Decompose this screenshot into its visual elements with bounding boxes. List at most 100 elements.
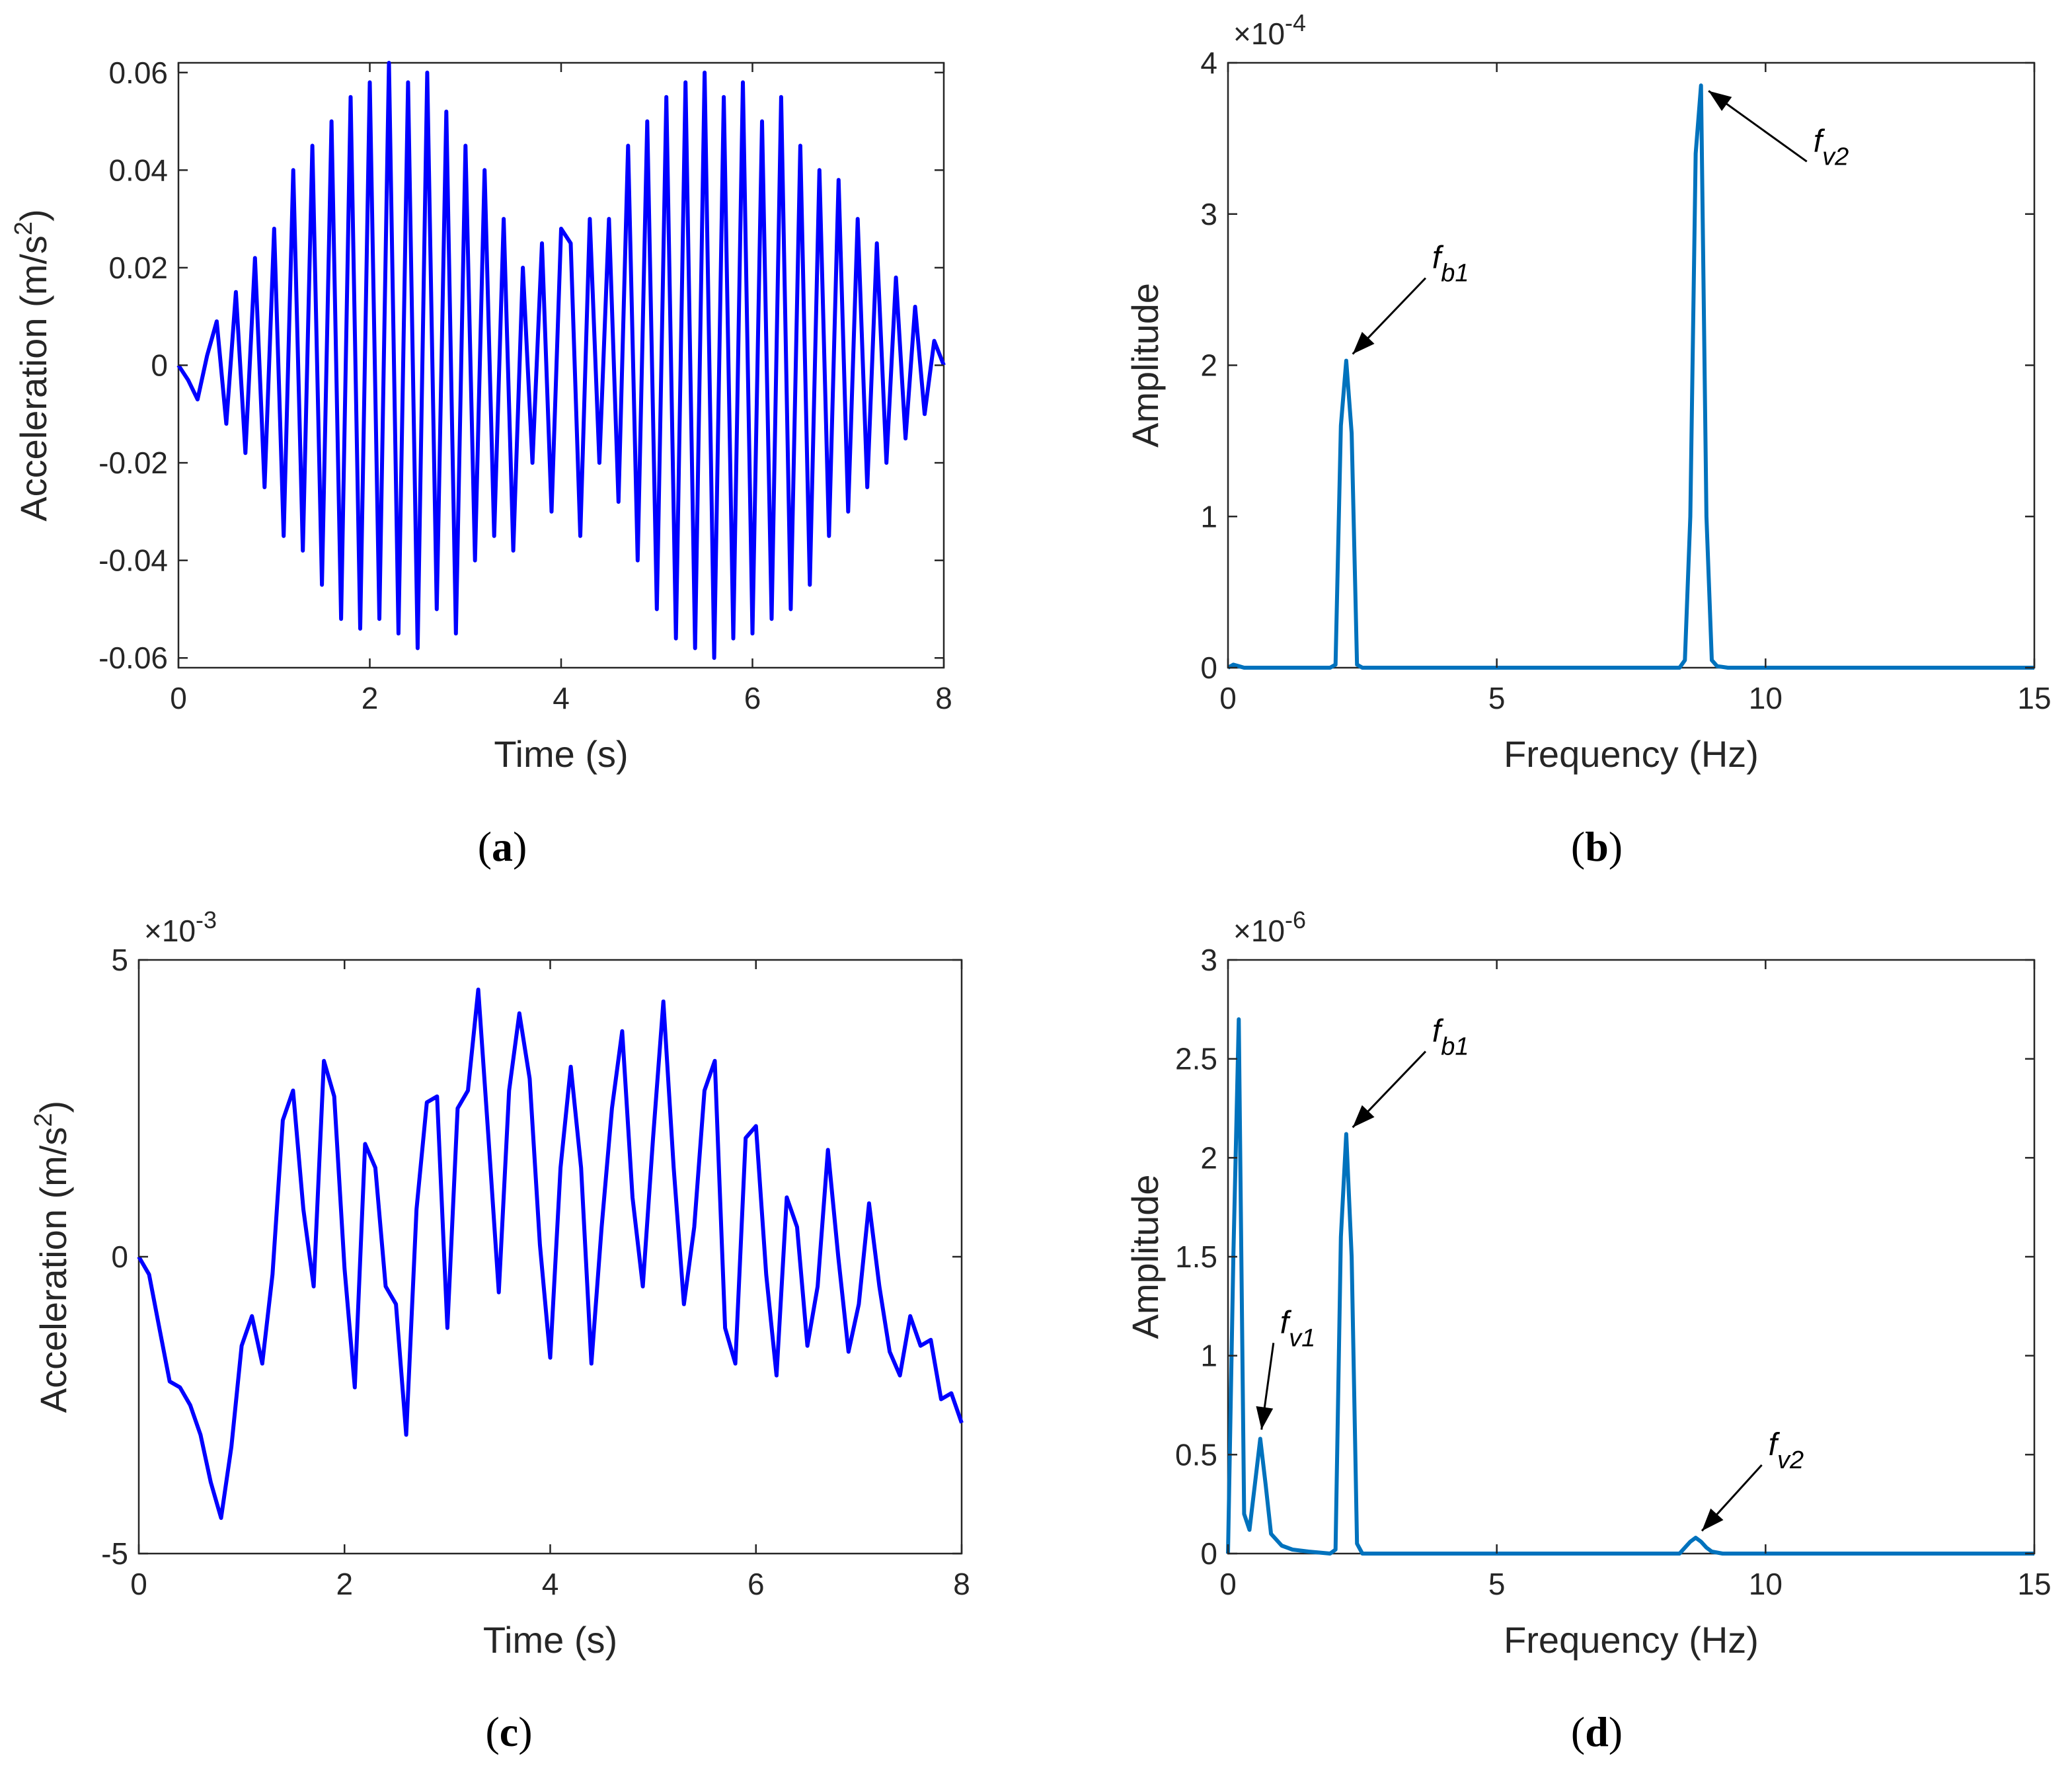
y-axis-label-text: Acceleration (m/s: [32, 1127, 74, 1413]
y-tick-label: 2.5: [1175, 1042, 1217, 1076]
x-tick-label: 5: [1488, 1567, 1506, 1601]
y-tick-label: 2: [1200, 1140, 1217, 1175]
annotation-arrowhead: [1702, 1508, 1724, 1531]
x-tick-label: 8: [953, 1567, 970, 1601]
annotation-label: fb1: [1432, 1013, 1469, 1060]
multiplier-exponent: -6: [1285, 906, 1306, 933]
x-axis-label: Frequency (Hz): [1504, 733, 1759, 775]
annotation-subscript: v2: [1822, 143, 1849, 171]
axis-multiplier: ×10-6: [1233, 906, 1306, 948]
panel-caption: (c): [485, 1708, 532, 1755]
y-tick-label: 0.5: [1175, 1437, 1217, 1472]
y-axis-label-text: Amplitude: [1124, 283, 1166, 448]
y-axis-label-suffix: ): [32, 1101, 74, 1113]
annotation-arrowhead: [1352, 332, 1375, 354]
panel-b: 0 5 10 15 0 1 2 3 4 Frequency (Hz) Amplitude ×10-4 f…: [1124, 9, 2052, 870]
panel-a: 0 2 4 6 8 -0.06 -0.04 -0.02 0 0.02 0.04 0.06 Time (s…: [10, 56, 952, 870]
x-tick-label: 10: [1749, 1567, 1783, 1601]
panel-letter: c: [500, 1708, 518, 1755]
x-tick-label: 2: [336, 1567, 353, 1601]
annotation-label: fv1: [1280, 1305, 1315, 1352]
annotation-arrowhead: [1352, 1105, 1375, 1128]
series-line: [1226, 1017, 2034, 1556]
y-tick-label: 0.04: [108, 153, 168, 187]
x-tick-label: 5: [1488, 681, 1506, 715]
y-tick-label: 1.5: [1175, 1240, 1217, 1274]
y-tick-label: -0.06: [98, 641, 168, 675]
y-axis-label: Acceleration (m/s2): [30, 1101, 74, 1413]
annotation-label: fb1: [1432, 241, 1469, 288]
x-tick-label: 8: [935, 681, 952, 715]
panel-letter: d: [1585, 1708, 1609, 1755]
x-tick-label: 0: [170, 681, 187, 715]
series-line: [1227, 83, 2034, 670]
annotation-label: fv2: [1814, 124, 1849, 171]
x-tick-label: 2: [362, 681, 379, 715]
x-tick-label: 0: [1219, 1567, 1237, 1601]
y-axis-label-superscript: 2: [30, 1113, 58, 1127]
y-tick-label: 0: [111, 1240, 128, 1274]
x-axis-label: Time (s): [483, 1619, 617, 1661]
y-tick-label: -0.02: [98, 446, 168, 480]
x-axis-label: Frequency (Hz): [1504, 1619, 1759, 1661]
panel-letter: a: [492, 823, 513, 870]
x-tick-label: 15: [2017, 681, 2051, 715]
y-tick-label: 0: [1200, 1536, 1217, 1571]
x-tick-label: 4: [553, 681, 570, 715]
y-axis-label: Amplitude: [1124, 1174, 1166, 1339]
y-tick-label: 0: [1200, 651, 1217, 685]
x-tick-label: 15: [2017, 1567, 2051, 1601]
multiplier-base: ×10: [1233, 17, 1285, 51]
plot-frame: [177, 61, 945, 669]
annotation-subscript: v1: [1289, 1324, 1315, 1352]
x-tick-label: 6: [748, 1567, 765, 1601]
annotation-arrowhead: [1708, 91, 1732, 111]
y-axis-label-text: Amplitude: [1124, 1174, 1166, 1339]
series-line: [176, 61, 946, 660]
annotation-subscript: b1: [1441, 260, 1469, 288]
y-axis-label-superscript: 2: [10, 221, 38, 235]
multiplier-base: ×10: [144, 914, 196, 948]
y-tick-label: -5: [101, 1536, 128, 1571]
panel-letter: b: [1585, 823, 1609, 870]
y-tick-label: -0.04: [98, 543, 168, 578]
x-tick-label: 10: [1749, 681, 1783, 715]
y-tick-label: 3: [1200, 197, 1217, 231]
y-tick-label: 0.02: [108, 251, 168, 285]
y-tick-label: 2: [1200, 348, 1217, 383]
annotation-label: fv2: [1769, 1427, 1804, 1474]
plot-frame: [1227, 959, 2036, 1555]
x-tick-label: 0: [1219, 681, 1237, 715]
y-tick-label: 4: [1200, 46, 1217, 80]
annotation-arrowhead: [1256, 1406, 1274, 1430]
x-tick-label: 4: [542, 1567, 559, 1601]
panel-caption: (a): [478, 823, 527, 870]
axis-multiplier: ×10-4: [1233, 9, 1306, 51]
y-axis-label-text: Acceleration (m/s: [13, 235, 54, 522]
series-line: [137, 987, 964, 1521]
y-tick-label: 0.06: [108, 56, 168, 90]
multiplier-exponent: -3: [196, 906, 217, 933]
y-axis-label-suffix: ): [13, 209, 54, 221]
axis-multiplier: ×10-3: [144, 906, 217, 948]
x-axis-label: Time (s): [494, 733, 628, 775]
y-tick-label: 5: [111, 943, 128, 977]
x-tick-label: 6: [744, 681, 761, 715]
panel-caption: (d): [1571, 1708, 1623, 1755]
panel-caption: (b): [1571, 823, 1623, 870]
y-axis-label: Acceleration (m/s2): [10, 209, 54, 521]
x-tick-label: 0: [130, 1567, 147, 1601]
annotation-subscript: v2: [1777, 1446, 1804, 1474]
panel-d: 0 5 10 15 0 0.5 1 1.5 2 2.5 3 Frequency (Hz) Amplitu…: [1124, 906, 2052, 1755]
y-tick-label: 0: [151, 348, 168, 383]
annotation-subscript: b1: [1441, 1033, 1469, 1060]
y-tick-label: 1: [1200, 499, 1217, 534]
multiplier-base: ×10: [1233, 914, 1285, 948]
y-tick-label: 1: [1200, 1339, 1217, 1373]
plot-frame: [1227, 61, 2036, 669]
y-tick-label: 3: [1200, 943, 1217, 977]
y-axis-label: Amplitude: [1124, 283, 1166, 448]
multiplier-exponent: -4: [1285, 9, 1306, 36]
